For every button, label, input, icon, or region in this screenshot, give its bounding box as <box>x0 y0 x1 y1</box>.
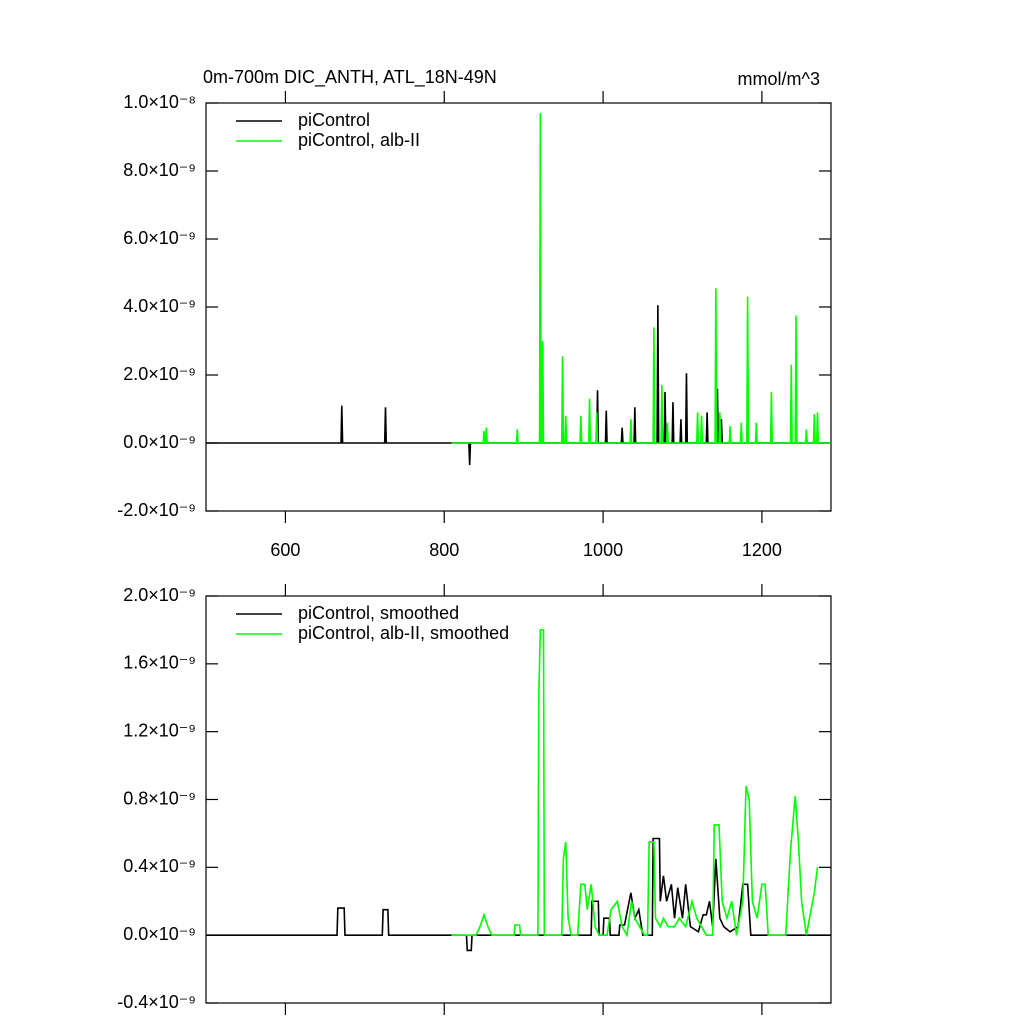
legend-label: piControl, smoothed <box>298 603 459 623</box>
y-tick-label: 4.0×10⁻⁹ <box>123 296 196 316</box>
legend-label: piControl <box>298 110 370 130</box>
y-tick-label: 6.0×10⁻⁹ <box>123 228 196 248</box>
y-tick-label: 1.2×10⁻⁹ <box>123 720 196 740</box>
plot-frame <box>205 102 832 512</box>
unit-label: mmol/m^3 <box>738 69 820 89</box>
y-tick-label: 0.0×10⁻⁹ <box>123 924 196 944</box>
x-tick-label: 1200 <box>742 540 782 560</box>
y-tick-label: 2.0×10⁻⁹ <box>123 364 196 384</box>
y-tick-label: 1.0×10⁻⁸ <box>123 92 196 112</box>
series-line <box>451 113 831 444</box>
x-tick-label: 600 <box>270 540 300 560</box>
y-tick-label: 0.8×10⁻⁹ <box>123 788 196 808</box>
y-tick-label: -2.0×10⁻⁹ <box>117 500 196 520</box>
y-tick-label: 2.0×10⁻⁹ <box>123 585 196 605</box>
y-tick-label: -0.4×10⁻⁹ <box>117 992 196 1012</box>
x-tick-label: 1000 <box>583 540 623 560</box>
x-tick-label: 800 <box>429 540 459 560</box>
y-tick-label: 0.4×10⁻⁹ <box>123 856 196 876</box>
legend-label: piControl, alb-II <box>298 130 420 150</box>
y-tick-label: 0.0×10⁻⁹ <box>123 432 196 452</box>
y-tick-label: 1.6×10⁻⁹ <box>123 653 196 673</box>
plot-frame <box>205 595 832 1004</box>
y-tick-label: 8.0×10⁻⁹ <box>123 160 196 180</box>
legend-label: piControl, alb-II, smoothed <box>298 623 509 643</box>
series-line <box>451 629 819 938</box>
chart-title: 0m-700m DIC_ANTH, ATL_18N-49N <box>203 67 497 88</box>
